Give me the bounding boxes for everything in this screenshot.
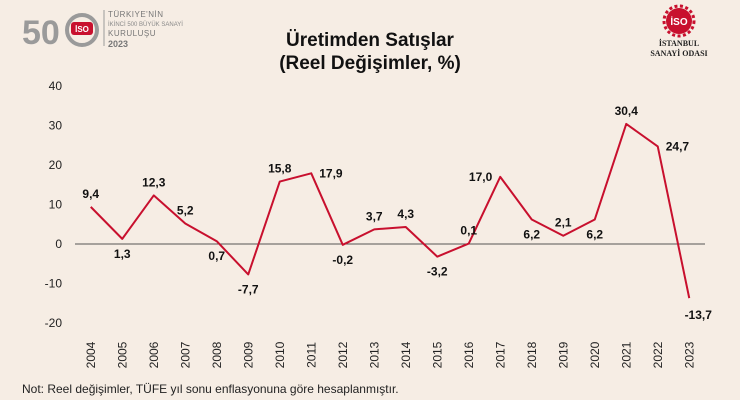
data-label: 24,7 bbox=[666, 139, 690, 153]
data-label: 6,2 bbox=[586, 228, 603, 242]
anniversary-line-3: KURULUŞU bbox=[108, 29, 156, 38]
data-label: 17,0 bbox=[469, 170, 493, 184]
y-axis: -20 -10 0 10 20 30 40 bbox=[45, 79, 63, 330]
data-label: -3,2 bbox=[427, 265, 448, 279]
y-tick-label: 0 bbox=[55, 237, 62, 251]
data-label: 15,8 bbox=[268, 162, 292, 176]
x-tick-label: 2022 bbox=[651, 341, 665, 368]
x-tick-label: 2011 bbox=[304, 342, 318, 368]
x-tick-label: 2020 bbox=[588, 341, 602, 368]
y-tick-label: 10 bbox=[49, 198, 63, 212]
data-label: -13,7 bbox=[685, 308, 713, 322]
org-name-line-1: İSTANBUL bbox=[659, 38, 699, 48]
org-name-line-2: SANAYİ ODASI bbox=[650, 48, 707, 58]
x-tick-label: 2016 bbox=[462, 341, 476, 368]
anniversary-year: 2023 bbox=[108, 39, 128, 49]
y-tick-label: 40 bbox=[49, 79, 63, 93]
data-label: 12,3 bbox=[142, 175, 166, 189]
anniversary-line-1: TÜRKIYE'NİN bbox=[108, 10, 163, 19]
x-tick-label: 2009 bbox=[241, 341, 255, 368]
data-label: 4,3 bbox=[397, 207, 414, 221]
data-label: -0,2 bbox=[332, 253, 353, 267]
gear-teeth-icon bbox=[662, 4, 696, 38]
x-tick-label: 2018 bbox=[525, 341, 539, 368]
footnote: Not: Reel değişimler, TÜFE yıl sonu enfl… bbox=[22, 382, 399, 396]
x-tick-label: 2014 bbox=[399, 341, 413, 368]
data-label: 1,3 bbox=[114, 247, 131, 261]
data-label: 17,9 bbox=[319, 166, 343, 180]
iso-logo-badge: İSO bbox=[670, 15, 687, 28]
x-tick-label: 2008 bbox=[210, 341, 224, 368]
x-tick-label: 2017 bbox=[493, 341, 507, 368]
x-tick-label: 2006 bbox=[147, 341, 161, 368]
data-label: 5,2 bbox=[177, 203, 194, 217]
data-label: -7,7 bbox=[238, 282, 259, 296]
data-label: 0,1 bbox=[460, 224, 477, 238]
data-labels: 9,4 1,3 12,3 5,2 0,7 -7,7 15,8 17,9 -0,2 3,7 4,3 -3… bbox=[82, 104, 712, 322]
data-label: 6,2 bbox=[523, 228, 540, 242]
y-tick-label: -20 bbox=[45, 316, 63, 330]
x-tick-label: 2010 bbox=[273, 341, 287, 368]
gear-icon bbox=[666, 8, 692, 34]
chart-title-line-1: Üretimden Satışlar bbox=[286, 30, 454, 51]
y-tick-label: 30 bbox=[49, 119, 63, 133]
x-tick-label: 2021 bbox=[619, 341, 633, 368]
x-axis: 2004 2005 2006 2007 2008 2009 2010 2011 2012 2013… bbox=[84, 341, 697, 368]
y-tick-label: -10 bbox=[45, 277, 63, 291]
x-tick-label: 2012 bbox=[336, 341, 350, 368]
data-label: 30,4 bbox=[615, 104, 639, 118]
iso-logo: İSO İSTANBUL SANAYİ ODASI bbox=[650, 4, 708, 58]
anniversary-number: 50 bbox=[22, 14, 60, 52]
x-tick-label: 2004 bbox=[84, 341, 98, 368]
data-label: 2,1 bbox=[555, 216, 572, 230]
x-tick-label: 2015 bbox=[430, 341, 444, 368]
iso-badge-icon bbox=[71, 22, 93, 35]
x-tick-label: 2005 bbox=[115, 341, 129, 368]
data-label: 0,7 bbox=[208, 249, 225, 263]
chart-title-line-2: (Reel Değişimler, %) bbox=[279, 53, 461, 74]
logo-badge-text: İSO bbox=[75, 25, 89, 34]
anniversary-line-2: İKİNCİ 500 BÜYÜK SANAYİ bbox=[108, 21, 183, 28]
x-tick-label: 2019 bbox=[556, 341, 570, 368]
data-label: 3,7 bbox=[366, 209, 383, 223]
y-tick-label: 20 bbox=[49, 158, 63, 172]
x-tick-label: 2007 bbox=[178, 341, 192, 368]
anniversary-logo: 50 İSO TÜRKIYE'NİN İKİNCİ 500 BÜYÜK SANA… bbox=[22, 10, 183, 52]
data-label: 9,4 bbox=[82, 187, 99, 201]
x-tick-label: 2023 bbox=[682, 341, 696, 368]
series-line bbox=[90, 122, 691, 299]
x-tick-label: 2013 bbox=[367, 341, 381, 368]
anniversary-zero-ring bbox=[65, 13, 99, 47]
